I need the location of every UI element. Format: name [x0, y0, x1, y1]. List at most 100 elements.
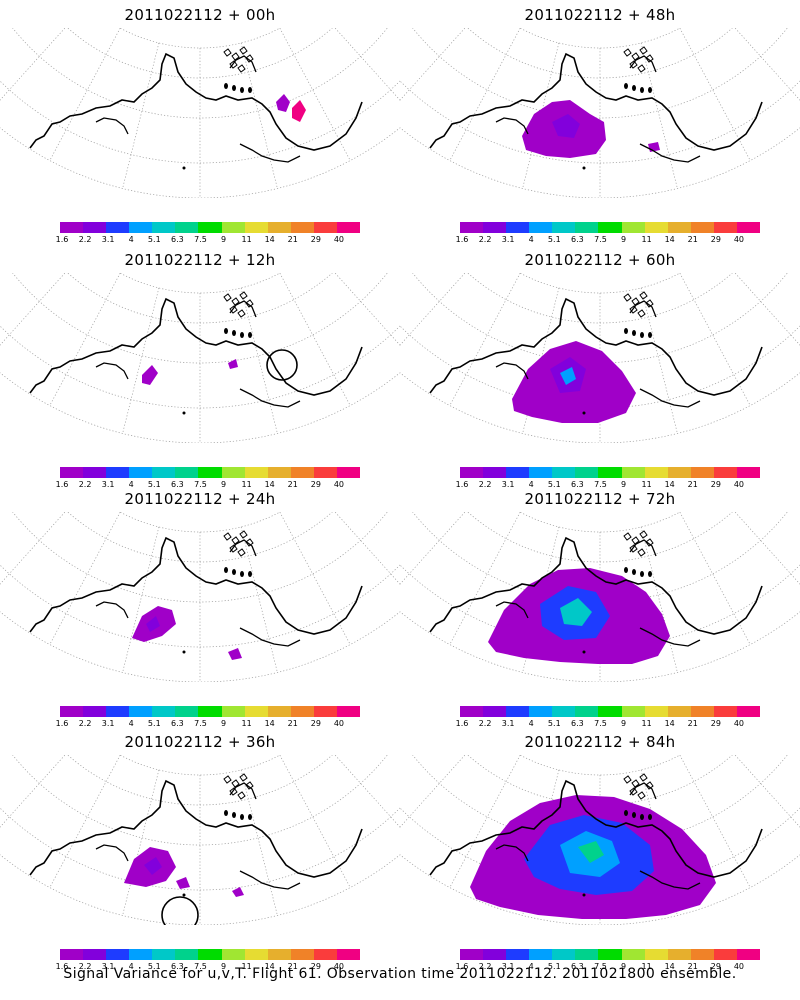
colorbar — [60, 949, 361, 960]
meridian-line — [341, 273, 400, 302]
colorbar-tick-label: 2.2 — [478, 480, 492, 489]
meridian-line — [734, 512, 800, 585]
coastline — [429, 297, 763, 396]
colorbar-tick-label: 11 — [641, 719, 652, 728]
panel-72h: 2011022112 + 72h 1.6 2.2 3.1 4 5.1 6.3 7.5 9 11 1… — [400, 484, 800, 728]
meridian-line — [240, 42, 278, 189]
island — [648, 571, 652, 577]
colorbar-tick-label: 5.1 — [547, 719, 561, 728]
island — [248, 332, 252, 338]
colorbar-swatch — [552, 467, 576, 478]
meridian-line — [400, 273, 459, 302]
colorbar-swatch — [460, 706, 484, 717]
variance-contour — [232, 887, 244, 897]
meridian-line — [0, 755, 66, 828]
map — [400, 28, 800, 198]
hawaii-island — [182, 650, 186, 654]
colorbar-tick-label: 40 — [333, 719, 345, 728]
colorbar-tick-label: 5.1 — [547, 235, 561, 244]
colorbar-tick-label: 14 — [264, 480, 275, 489]
coastline — [495, 539, 701, 647]
colorbar-tick-label: 29 — [710, 962, 721, 971]
colorbar-tick-label: 29 — [310, 719, 321, 728]
colorbar-tick-label: 29 — [710, 480, 721, 489]
latitude-arc — [119, 273, 281, 294]
colorbar-swatch — [152, 222, 176, 233]
island-outline — [639, 530, 648, 539]
hawaii-island — [582, 893, 586, 897]
meridian-line — [0, 512, 59, 541]
island — [240, 571, 244, 577]
meridian-line — [640, 526, 678, 673]
latitude-arc — [519, 512, 681, 533]
meridian-line — [0, 512, 66, 585]
colorbar-tick-label: 40 — [333, 962, 345, 971]
colorbar-swatch — [690, 467, 714, 478]
aleutian-islands — [624, 810, 652, 820]
island-outline — [629, 305, 638, 314]
island-outline — [629, 60, 638, 69]
colorbar-tick-label: 9 — [620, 962, 627, 971]
island — [232, 330, 236, 336]
meridian-line — [734, 273, 800, 346]
colorbar-tick-label: 40 — [733, 235, 745, 244]
coastline — [429, 779, 763, 878]
island — [624, 83, 628, 89]
colorbar-swatch — [106, 467, 130, 478]
colorbar-tick-label: 6.3 — [171, 235, 184, 244]
meridian-line — [400, 755, 466, 828]
island — [632, 330, 636, 336]
colorbar-tick-label: 3.1 — [101, 962, 115, 971]
latitude-arc — [519, 28, 681, 49]
map — [0, 755, 400, 925]
colorbar-swatch — [267, 706, 291, 717]
colorbar-swatch — [244, 706, 268, 717]
island-outline — [231, 779, 240, 788]
latitude-arc — [0, 807, 400, 891]
colorbar-tick-label: 40 — [333, 480, 345, 489]
coastline — [429, 52, 763, 151]
island-outline — [245, 54, 254, 63]
meridian-line — [240, 526, 278, 673]
colorbar-swatch — [713, 222, 737, 233]
meridian-line — [279, 755, 351, 888]
hawaii-island — [582, 650, 586, 654]
colorbar-tick-label: 11 — [241, 719, 252, 728]
colorbar-tick-label: 40 — [733, 480, 745, 489]
panel-60h: 2011022112 + 60h 1.6 2.2 3.1 4 5.1 6.3 7.5 9 11 1… — [400, 245, 800, 489]
colorbar-tick-label: 4 — [528, 480, 534, 489]
colorbar-tick-label: 7.5 — [594, 962, 607, 971]
island-outline — [631, 536, 640, 545]
colorbar-swatch — [483, 467, 507, 478]
island-outline — [645, 781, 654, 790]
coastline — [95, 782, 301, 890]
coastline — [495, 55, 701, 163]
island-outline — [645, 54, 654, 63]
island-outline — [623, 293, 632, 302]
colorbar-tick-label: 6.3 — [171, 962, 184, 971]
latitude-arc — [119, 512, 281, 533]
colorbar-swatch — [621, 467, 645, 478]
colorbar-tick-label: 11 — [241, 235, 252, 244]
colorbar-swatch — [267, 222, 291, 233]
meridian-line — [741, 273, 800, 302]
coastline — [495, 782, 701, 890]
colorbar-swatch — [129, 467, 153, 478]
meridian-line — [734, 755, 800, 828]
colorbar-swatch — [529, 222, 553, 233]
island-outline — [631, 779, 640, 788]
meridian-line — [49, 28, 121, 161]
colorbar-tick-label: 1.6 — [455, 235, 469, 244]
colorbar-tick-label: 3.1 — [501, 719, 515, 728]
island-outline — [231, 297, 240, 306]
colorbar-swatch — [106, 706, 130, 717]
meridian-line — [400, 273, 466, 346]
colorbar-swatch — [483, 949, 507, 960]
colorbar-swatch — [221, 222, 245, 233]
arctic-islands — [623, 46, 654, 73]
colorbar-swatch — [552, 949, 576, 960]
colorbar-swatch — [198, 706, 222, 717]
latitude-arc — [12, 28, 388, 119]
island-outline — [239, 46, 248, 55]
colorbar-swatch — [83, 706, 107, 717]
